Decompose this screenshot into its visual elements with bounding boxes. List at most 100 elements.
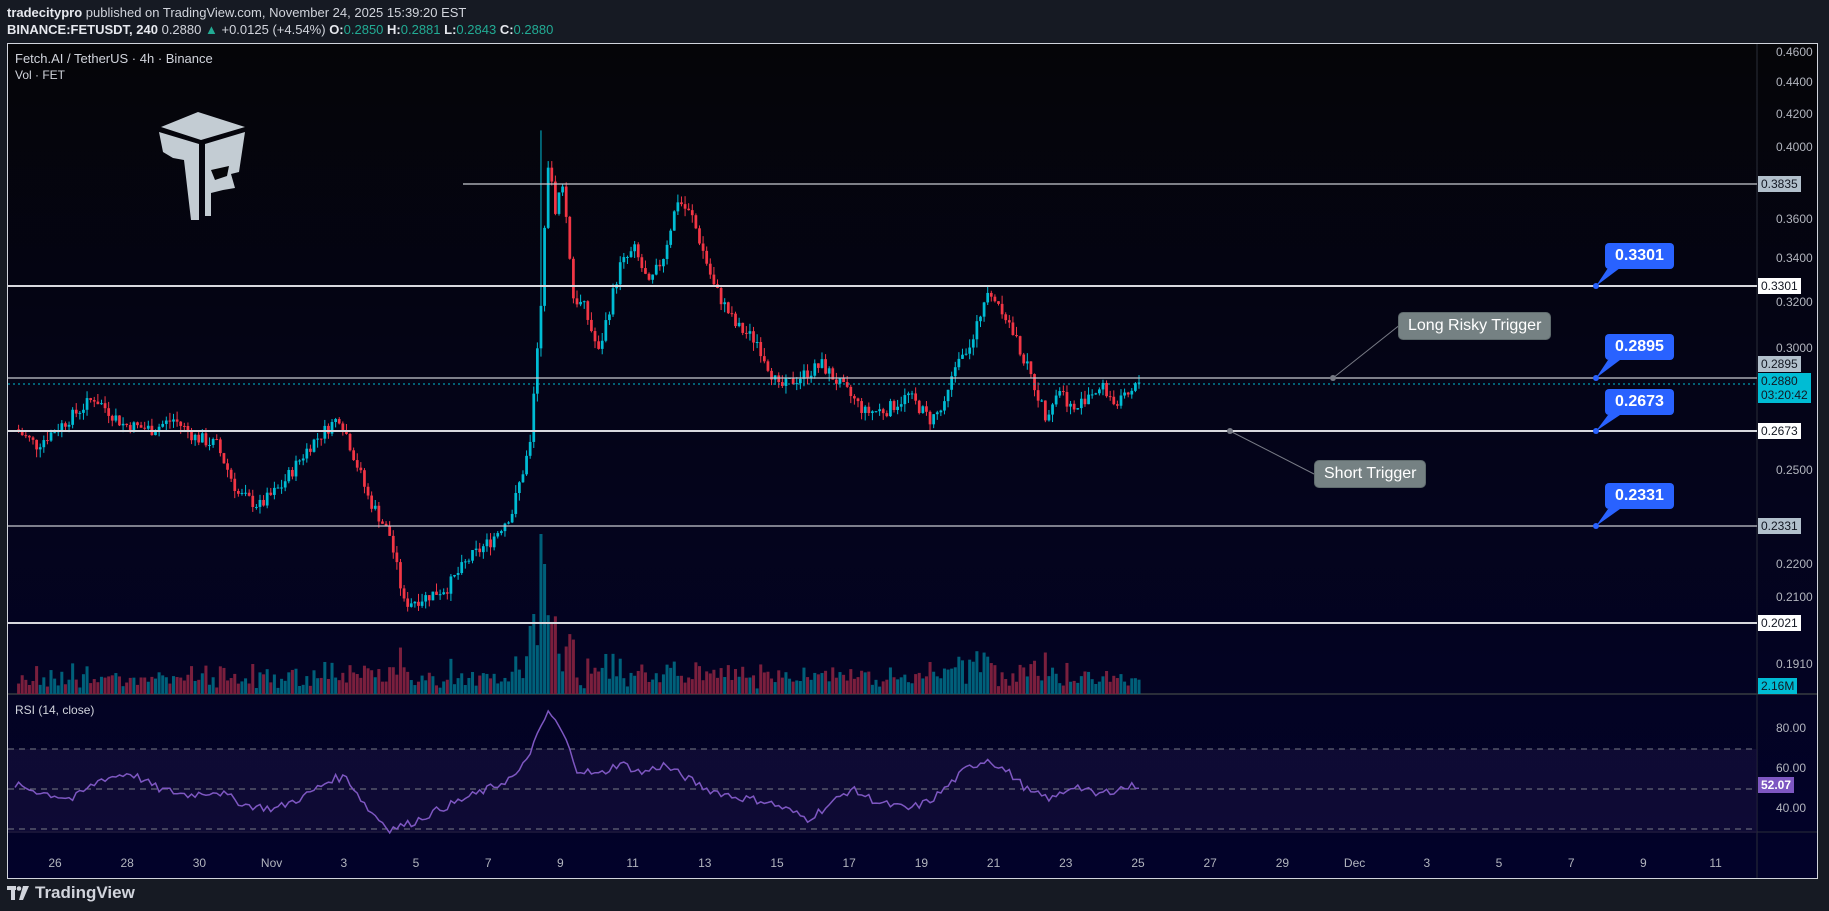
long-risky-trigger-note[interactable]: Long Risky Trigger — [1398, 312, 1552, 340]
volume-bar — [899, 677, 903, 694]
candle — [597, 341, 600, 349]
chart-canvas[interactable] — [8, 44, 1818, 879]
volume-bar — [1029, 664, 1033, 694]
volume-bar — [795, 680, 799, 694]
volume-bar — [294, 668, 298, 694]
volume-bar — [521, 678, 525, 694]
short-trigger-note[interactable]: Short Trigger — [1314, 460, 1427, 488]
volume-bar — [427, 672, 431, 694]
volume-bar — [723, 677, 727, 694]
volume-bar — [449, 658, 453, 694]
rsi-legend[interactable]: RSI (14, close) — [15, 703, 95, 717]
candle — [28, 435, 31, 438]
volume-bar — [395, 674, 399, 694]
volume-bar — [589, 673, 593, 694]
volume-bar — [726, 665, 730, 694]
candle — [791, 377, 795, 385]
candle — [1098, 389, 1101, 394]
candle — [1047, 414, 1051, 421]
volume-bar — [777, 670, 781, 694]
volume-bar — [319, 677, 323, 694]
volume-bar — [92, 679, 96, 694]
volume-bar — [341, 672, 345, 694]
volume-bar — [413, 685, 417, 694]
volume-bar — [474, 685, 478, 694]
callout-pointer — [1596, 415, 1620, 431]
candle — [74, 409, 78, 414]
volume-bar — [114, 673, 118, 694]
volume-bar — [993, 665, 997, 694]
candle — [1061, 391, 1065, 393]
volume-bar — [442, 681, 446, 694]
volume-bar — [1022, 667, 1026, 694]
callout-0.2895[interactable]: 0.2895 — [1605, 334, 1674, 360]
volume-bar — [157, 672, 161, 694]
volume-bar — [957, 656, 961, 694]
candle — [654, 264, 658, 275]
time-tick: Dec — [1343, 856, 1366, 870]
candle — [755, 342, 759, 344]
candle — [971, 339, 975, 348]
candle — [579, 301, 582, 305]
volume-legend[interactable]: Vol · FET — [15, 68, 66, 82]
candle — [896, 406, 899, 411]
candle — [662, 258, 665, 267]
candle — [168, 420, 172, 422]
volume-bar — [370, 670, 374, 694]
volume-bar — [917, 672, 921, 694]
volume-bar — [788, 678, 792, 694]
candle — [53, 432, 56, 434]
callout-0.2673[interactable]: 0.2673 — [1605, 389, 1674, 415]
candle — [982, 302, 986, 317]
time-tick: 11 — [626, 856, 639, 870]
callout-0.3301[interactable]: 0.3301 — [1605, 243, 1674, 269]
time-tick: 11 — [1709, 856, 1722, 870]
volume-bar — [561, 671, 565, 694]
volume-bar — [755, 688, 759, 694]
candle — [705, 250, 709, 264]
price-tick: 0.2200 — [1776, 557, 1813, 571]
candle — [485, 539, 489, 547]
author-name[interactable]: tradecitypro — [7, 5, 83, 20]
chart-title[interactable]: Fetch.AI / TetherUS · 4h · Binance — [15, 51, 213, 66]
candle — [478, 548, 482, 553]
volume-bar — [1105, 670, 1109, 694]
volume-bar — [896, 679, 900, 694]
time-tick: 28 — [120, 856, 134, 870]
candle — [536, 348, 539, 394]
volume-bar — [888, 667, 892, 694]
volume-bar — [852, 678, 856, 694]
publish-header: tradecitypro published on TradingView.co… — [7, 4, 553, 38]
candle — [467, 560, 471, 562]
volume-bar — [164, 677, 168, 694]
volume-bar — [1054, 673, 1058, 694]
volume-bar — [683, 682, 687, 694]
candle — [806, 370, 809, 379]
rsi-tick: 60.00 — [1776, 761, 1807, 775]
chart-frame[interactable]: Fetch.AI / TetherUS · 4h · Binance Vol ·… — [7, 43, 1818, 879]
candle — [154, 431, 157, 436]
candle — [161, 423, 165, 427]
volume-bar — [737, 676, 741, 694]
volume-bar — [1090, 679, 1094, 694]
volume-bar — [1058, 683, 1062, 694]
candle — [175, 419, 179, 422]
volume-bar — [438, 687, 442, 694]
candle — [939, 410, 943, 413]
callout-0.2331[interactable]: 0.2331 — [1605, 483, 1674, 509]
candle — [463, 561, 467, 563]
time-tick: 30 — [192, 856, 207, 870]
volume-bar — [236, 683, 240, 694]
candle — [676, 202, 680, 212]
volume-bar — [478, 675, 482, 694]
tc-logo-icon — [159, 112, 245, 220]
volume-bar — [229, 678, 233, 694]
candle — [460, 562, 464, 574]
candle — [240, 492, 244, 494]
candle — [499, 531, 503, 534]
volume-bar — [946, 669, 950, 694]
candle — [1015, 335, 1018, 337]
candle — [853, 396, 856, 399]
candle — [539, 305, 543, 349]
candle — [453, 575, 456, 577]
